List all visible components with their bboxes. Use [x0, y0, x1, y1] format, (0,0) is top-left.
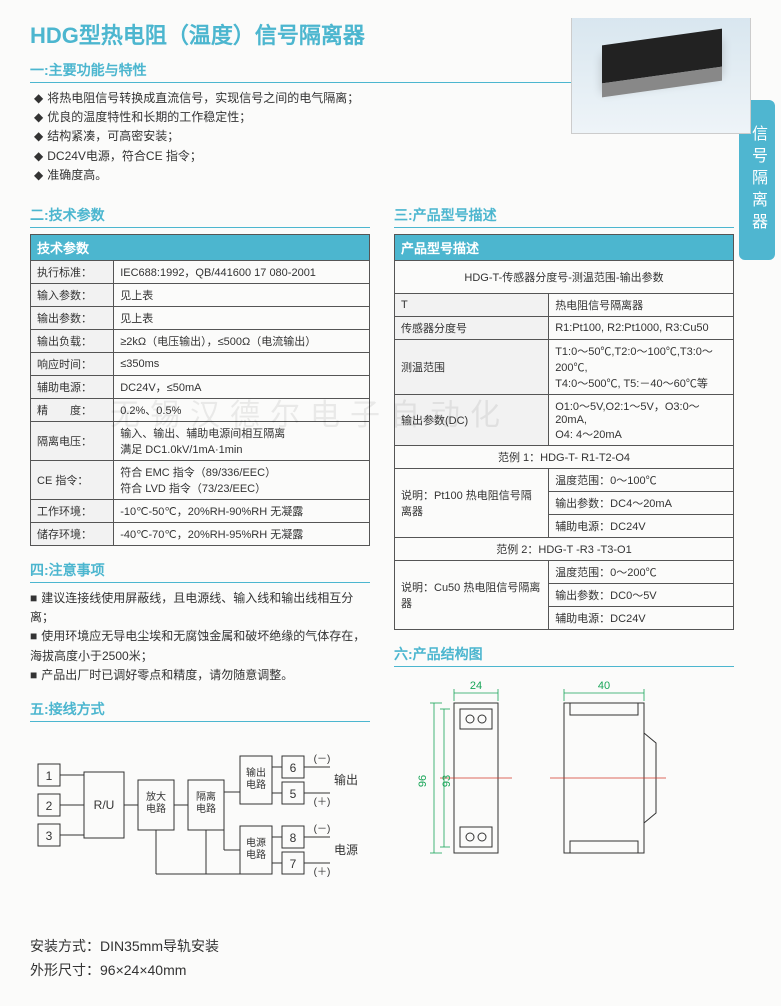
sec4-title: 四:注意事项 [30, 560, 370, 583]
spec-label: CE 指令： [31, 460, 114, 499]
example-val: 温度范围：0～100℃ [549, 468, 734, 491]
sec3-title: 三:产品型号描述 [394, 205, 734, 228]
svg-text:93: 93 [441, 775, 453, 787]
model-label: 测温范围 [395, 339, 549, 394]
svg-text:放大电路: 放大电路 [146, 790, 166, 815]
spec-label: 响应时间： [31, 352, 114, 375]
svg-text:1: 1 [46, 769, 53, 783]
model-label: 输出参数(DC) [395, 394, 549, 445]
spec-label: 输出参数： [31, 306, 114, 329]
example-desc: 说明：Pt100 热电阻信号隔离器 [395, 468, 549, 537]
model-value: R1:Pt100, R2:Pt1000, R3:Cu50 [549, 316, 734, 339]
example-val: 输出参数：DC4～20mA [549, 491, 734, 514]
svg-text:2: 2 [46, 799, 53, 813]
spec-label: 执行标准： [31, 260, 114, 283]
example-val: 输出参数：DC0～5V [549, 583, 734, 606]
svg-text:6: 6 [290, 761, 297, 775]
model-value: T1:0～50℃,T2:0～100℃,T3:0～200℃, T4:0～500℃,… [549, 339, 734, 394]
spec-value: -10℃-50℃，20%RH-90%RH 无凝露 [114, 499, 370, 522]
model-value: O1:0～5V,O2:1～5V，O3:0～20mA, O4: 4～20mA [549, 394, 734, 445]
structure-diagram: 24 40 96 93 [394, 673, 734, 873]
spec-value: ≥2kΩ（电压输出），≤500Ω（电流输出） [114, 329, 370, 352]
svg-text:7: 7 [290, 857, 297, 871]
example-val: 辅助电源：DC24V [549, 606, 734, 629]
model-table: 产品型号描述 HDG-T-传感器分度号-测温范围-输出参数 T热电阻信号隔离器 … [394, 234, 734, 630]
product-photo [571, 18, 751, 134]
sec5-title: 五:接线方式 [30, 699, 370, 722]
feature-item: DC24V电源，符合CE 指令； [34, 147, 751, 166]
spec-label: 储存环境： [31, 522, 114, 545]
svg-text:96: 96 [417, 775, 429, 787]
model-label: T [395, 293, 549, 316]
wiring-diagram: 1 2 3 R/U 放大电路 隔离电路 输出电路 电源电路 6 5 8 7 (－… [30, 734, 370, 924]
svg-text:电源: 电源 [334, 843, 358, 857]
spec-label: 输入参数： [31, 283, 114, 306]
spec-value: 输入、输出、辅助电源间相互隔离 满足 DC1.0kV/1mA·1min [114, 421, 370, 460]
svg-text:输出: 输出 [334, 772, 358, 787]
spec-value: 见上表 [114, 306, 370, 329]
svg-text:隔离电路: 隔离电路 [196, 790, 216, 815]
svg-text:输出电路: 输出电路 [246, 766, 266, 791]
spec-value: 见上表 [114, 283, 370, 306]
svg-text:8: 8 [290, 831, 297, 845]
note-item: 使用环境应无导电尘埃和无腐蚀金属和破坏绝缘的气体存在，海拔高度小于2500米； [30, 627, 370, 665]
svg-text:24: 24 [470, 680, 482, 692]
install-size: 外形尺寸：96×24×40mm [30, 959, 370, 983]
svg-text:40: 40 [598, 680, 610, 692]
example1-title: 范例 1：HDG-T- R1-T2-O4 [395, 445, 734, 468]
spec-value: IEC688:1992，QB/441600 17 080-2001 [114, 260, 370, 283]
spec-value: ≤350ms [114, 352, 370, 375]
spec-table: 技术参数 执行标准：IEC688:1992，QB/441600 17 080-2… [30, 234, 370, 546]
svg-text:(＋): (＋) [314, 797, 331, 808]
note-item: 建议连接线使用屏蔽线，且电源线、输入线和输出线相互分离； [30, 589, 370, 627]
spec-value: -40℃-70℃，20%RH-95%RH 无凝露 [114, 522, 370, 545]
feature-item: 准确度高。 [34, 166, 751, 185]
svg-text:(－): (－) [314, 824, 331, 835]
spec-value: DC24V，≤50mA [114, 375, 370, 398]
svg-text:3: 3 [46, 829, 53, 843]
spec-value: 0.2%、0.5% [114, 398, 370, 421]
sec2-title: 二:技术参数 [30, 205, 370, 228]
model-value: 热电阻信号隔离器 [549, 293, 734, 316]
model-header: 产品型号描述 [395, 234, 734, 260]
svg-text:(－): (－) [314, 754, 331, 765]
example-desc: 说明：Cu50 热电阻信号隔离器 [395, 560, 549, 629]
sec6-title: 六:产品结构图 [394, 644, 734, 667]
spec-label: 辅助电源： [31, 375, 114, 398]
spec-value: 符合 EMC 指令（89/336/EEC） 符合 LVD 指令（73/23/EE… [114, 460, 370, 499]
note-item: 产品出厂时已调好零点和精度，请勿随意调整。 [30, 666, 370, 685]
example2-title: 范例 2：HDG-T -R3 -T3-O1 [395, 537, 734, 560]
spec-label: 精 度： [31, 398, 114, 421]
model-pattern: HDG-T-传感器分度号-测温范围-输出参数 [395, 260, 734, 293]
svg-text:5: 5 [290, 787, 297, 801]
svg-text:(＋): (＋) [314, 867, 331, 878]
spec-label: 隔离电压： [31, 421, 114, 460]
spec-header: 技术参数 [31, 234, 370, 260]
spec-label: 输出负载： [31, 329, 114, 352]
example-val: 温度范围：0～200℃ [549, 560, 734, 583]
model-label: 传感器分度号 [395, 316, 549, 339]
example-val: 辅助电源：DC24V [549, 514, 734, 537]
svg-text:R/U: R/U [94, 798, 115, 812]
install-method: 安装方式：DIN35mm导轨安装 [30, 935, 370, 959]
svg-text:电源电路: 电源电路 [246, 836, 266, 861]
spec-label: 工作环境： [31, 499, 114, 522]
